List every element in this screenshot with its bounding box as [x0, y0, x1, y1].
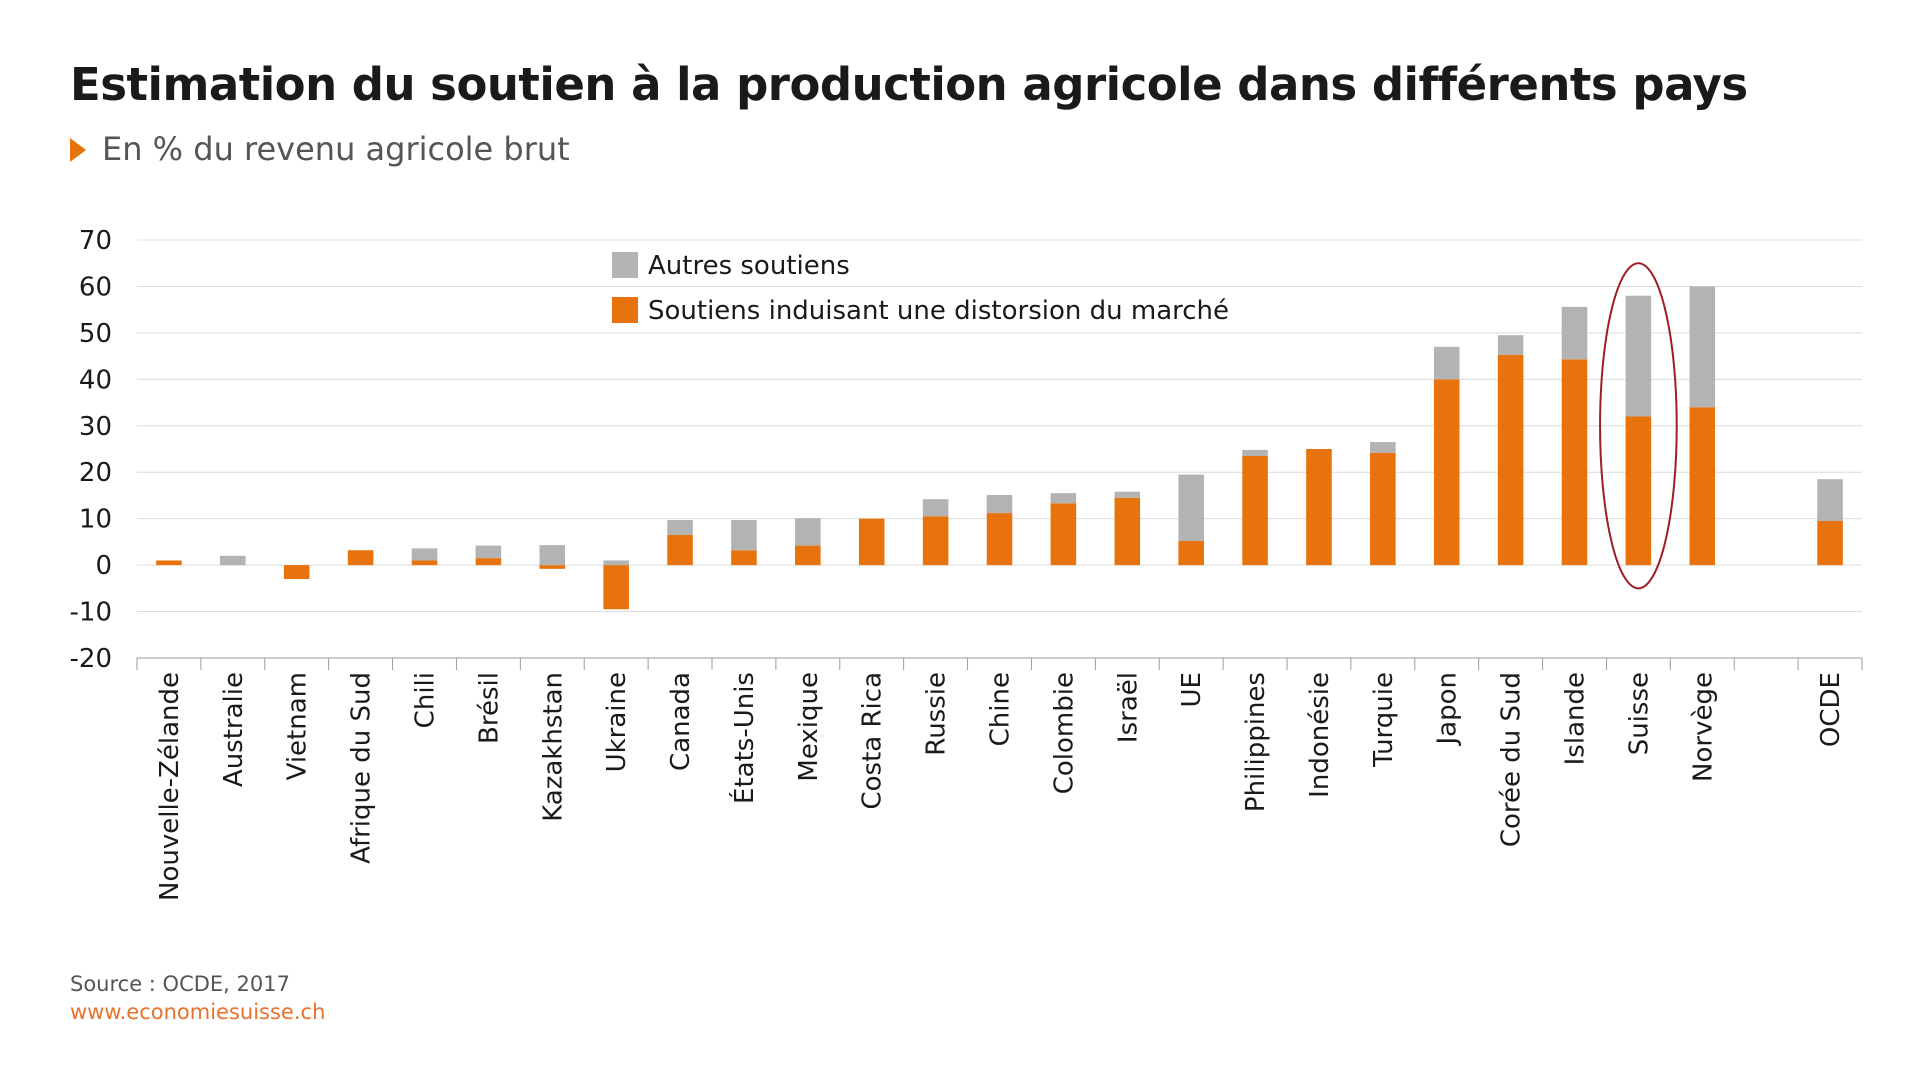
x-tick-label: Costa Rica [858, 672, 888, 810]
bar-distortion [475, 558, 502, 566]
bar-other [475, 545, 502, 559]
x-tick-label: Nouvelle-Zélande [155, 672, 185, 901]
bar-other [1497, 335, 1524, 355]
x-tick-label: Kazakhstan [538, 672, 568, 822]
bar-distortion [411, 560, 438, 566]
bar-other [1625, 295, 1652, 417]
bar-other [922, 499, 949, 517]
legend-swatch-distortion [612, 297, 638, 323]
bar-distortion [922, 516, 949, 566]
bar-other [667, 520, 693, 535]
x-tick-label: Islande [1561, 672, 1591, 765]
source-url: www.economiesuisse.ch [70, 1000, 326, 1024]
bar-distortion [667, 534, 693, 566]
x-tick-label: Mexique [794, 672, 824, 782]
chart-subtitle-text: En % du revenu agricole brut [102, 130, 570, 168]
bar-other [1370, 442, 1396, 453]
highlight-ellipse [1599, 262, 1678, 590]
y-tick-label: 30 [79, 412, 112, 442]
bar-other [1689, 286, 1716, 408]
bar-distortion [1178, 540, 1204, 566]
bar-other [731, 520, 757, 551]
x-tick-label: OCDE [1816, 672, 1846, 747]
bar-other [603, 560, 629, 566]
x-tick-label: UE [1177, 672, 1207, 707]
x-tick-label: Colombie [1049, 672, 1079, 794]
x-tick-label: Chili [411, 672, 441, 728]
bar-other [1242, 449, 1268, 456]
bar-other [220, 555, 246, 566]
bar-distortion [156, 560, 182, 566]
x-tick-label: Russie [922, 672, 952, 756]
bar-distortion [603, 565, 629, 610]
bars [156, 286, 1843, 610]
x-tick-label: Corée du Sud [1497, 672, 1527, 847]
bar-distortion [731, 550, 757, 566]
bar-other [1178, 474, 1204, 541]
y-tick-label: 40 [79, 365, 112, 395]
legend: Autres soutiens Soutiens induisant une d… [612, 251, 1229, 326]
bar-distortion [1370, 452, 1396, 566]
y-tick-label: 50 [79, 319, 112, 349]
bar-other [1433, 346, 1460, 380]
chart-subtitle: En % du revenu agricole brut [70, 130, 570, 168]
x-tick-label: Indonésie [1305, 672, 1335, 798]
bar-distortion [1306, 449, 1332, 566]
bar-distortion [1242, 455, 1268, 566]
legend-label-other: Autres soutiens [648, 251, 850, 281]
bar-other [1114, 491, 1141, 498]
x-tick-label: Norvège [1688, 672, 1718, 782]
bar-distortion [986, 513, 1013, 566]
y-tick-label: -10 [70, 598, 112, 628]
legend-swatch-other [612, 252, 638, 278]
x-tick-label: Japon [1433, 672, 1463, 747]
x-axis [136, 657, 1863, 670]
bar-distortion [1114, 497, 1141, 566]
x-tick-label: Brésil [474, 672, 504, 744]
chart-title: Estimation du soutien à la production ag… [70, 58, 1748, 111]
bar-distortion [1561, 359, 1588, 566]
x-tick-label: États-Unis [728, 672, 760, 804]
bar-distortion [283, 565, 310, 580]
bar-distortion [1817, 520, 1843, 566]
bar-distortion [539, 565, 566, 569]
bar-other [539, 545, 566, 566]
source-note: Source : OCDE, 2017 [70, 972, 290, 996]
y-tick-label: 20 [79, 458, 112, 488]
x-tick-label: Australie [219, 672, 249, 787]
x-tick-label: Canada [666, 672, 696, 771]
y-axis-ticks: 70 60 50 40 30 20 10 0 -10 -20 [70, 226, 112, 674]
legend-label-distortion: Soutiens induisant une distorsion du mar… [648, 296, 1229, 326]
x-tick-label: Ukraine [602, 672, 632, 772]
triangle-arrow-icon [70, 138, 86, 162]
x-tick-label: Philippines [1241, 672, 1271, 812]
bar-distortion [1689, 407, 1716, 566]
x-tick-label: Turquie [1369, 672, 1399, 768]
y-tick-label: 10 [79, 505, 112, 535]
bar-distortion [795, 545, 821, 566]
bar-other [1050, 493, 1077, 504]
y-tick-label: 70 [79, 226, 112, 256]
bar-other [986, 494, 1013, 514]
x-tick-label: Suisse [1624, 672, 1654, 755]
bar-other [411, 548, 438, 561]
y-tick-label: 60 [79, 272, 112, 302]
x-tick-label: Vietnam [283, 672, 313, 780]
x-axis-labels: Nouvelle-Zélande Australie Vietnam Afrique … [155, 672, 1846, 901]
bar-other [1817, 479, 1843, 521]
y-tick-label: -20 [70, 644, 112, 674]
bar-distortion [1625, 416, 1652, 566]
y-tick-label: 0 [95, 551, 112, 581]
bar-other [1561, 306, 1588, 360]
bar-distortion [858, 518, 885, 566]
x-tick-label: Afrique du Sud [347, 672, 377, 864]
bar-distortion [1433, 379, 1460, 566]
bar-distortion [1050, 503, 1077, 566]
bar-distortion [1497, 354, 1524, 566]
x-tick-label: Israël [1113, 672, 1143, 743]
bar-distortion [347, 550, 374, 566]
bar-other [795, 518, 821, 546]
x-tick-label: Chine [986, 672, 1016, 746]
